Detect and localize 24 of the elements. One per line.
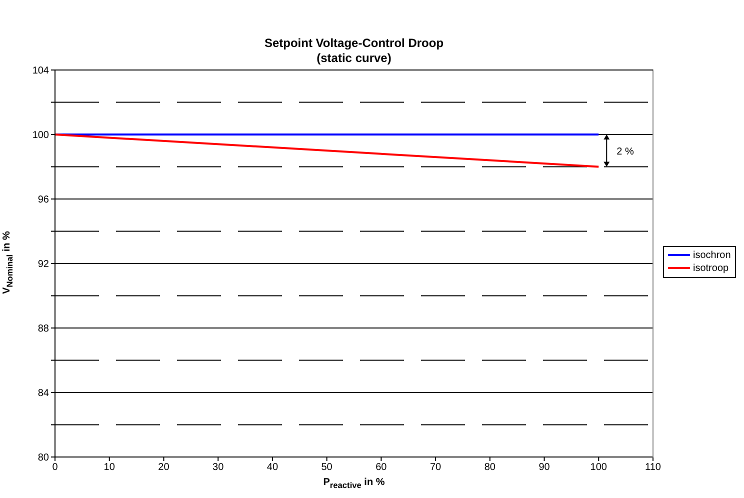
- x-tick-label: 10: [104, 462, 116, 474]
- y-tick-label: 84: [38, 388, 50, 400]
- y-tick-label: 104: [32, 66, 50, 77]
- y-tick-label: 80: [38, 452, 50, 464]
- annotation: 2 %: [616, 146, 634, 158]
- chart-title: Setpoint Voltage-Control Droop (static curve): [263, 36, 445, 66]
- legend-label: isochron: [693, 248, 731, 262]
- y-tick-label: 100: [32, 130, 50, 142]
- x-tick-label: 50: [321, 462, 333, 474]
- x-tick-label: 90: [538, 462, 550, 474]
- legend-label: isotroop: [693, 262, 729, 274]
- x-tick-label: 70: [430, 462, 442, 474]
- x-tick-label: 110: [645, 462, 662, 474]
- x-axis-title: P$_{reactive}$ in %: [322, 477, 386, 490]
- y-tick-label: 88: [38, 324, 50, 335]
- x-tick-label: 0: [52, 462, 58, 474]
- y-tick-label: 92: [38, 259, 50, 270]
- x-tick-label: 60: [376, 462, 388, 474]
- y-tick-label: 96: [38, 194, 50, 206]
- x-tick-label: 100: [590, 462, 608, 474]
- x-tick-label: 20: [158, 462, 170, 474]
- x-tick-label: 80: [484, 462, 496, 474]
- x-tick-label: 30: [212, 462, 224, 474]
- x-tick-label: 40: [266, 462, 278, 474]
